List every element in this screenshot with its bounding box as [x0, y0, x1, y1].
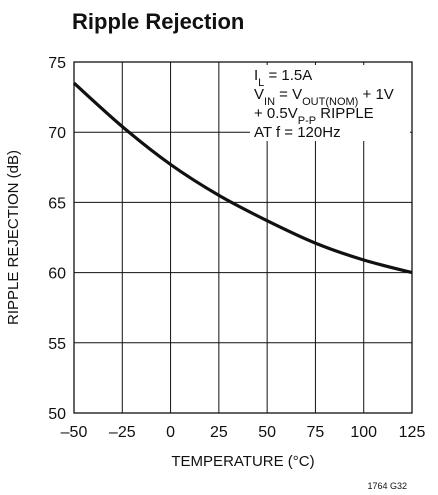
conditions-annotation: IL = 1.5A VIN = VOUT(NOM) + 1V + 0.5VP-P…	[250, 65, 410, 141]
y-tick-label: 55	[48, 336, 66, 353]
ripple-rejection-curve	[72, 81, 413, 275]
plot-frame	[73, 61, 413, 414]
tick-labels: –50 –25 0 25 50 75 100 125 50 55 60 65 70 75	[48, 55, 425, 441]
annotation-line-2: VIN = VOUT(NOM) + 1V	[254, 86, 394, 108]
x-tick-label: –50	[61, 424, 88, 441]
y-tick-label: 50	[48, 406, 66, 423]
x-tick-label: –25	[109, 424, 136, 441]
x-tick-label: 50	[258, 424, 276, 441]
series-layer	[72, 81, 413, 275]
annotation-line-4: AT f = 120Hz	[254, 124, 341, 141]
annotation-line-1: IL = 1.5A	[254, 67, 312, 89]
y-tick-label: 75	[48, 55, 66, 72]
y-axis-label: RIPPLE REJECTION (dB)	[5, 150, 22, 325]
x-tick-label: 75	[307, 424, 325, 441]
y-tick-label: 70	[48, 125, 66, 142]
x-tick-label: 25	[210, 424, 228, 441]
chart-title: Ripple Rejection	[72, 9, 244, 34]
annotation-line-3: + 0.5VP-P RIPPLE	[254, 105, 374, 127]
x-tick-label: 0	[166, 424, 175, 441]
annotation-background	[250, 65, 410, 141]
y-tick-label: 65	[48, 195, 66, 212]
x-tick-label: 100	[350, 424, 377, 441]
axes	[73, 61, 413, 414]
y-tick-label: 60	[48, 266, 66, 283]
x-tick-label: 125	[399, 424, 426, 441]
x-axis-label: TEMPERATURE (°C)	[171, 453, 314, 470]
figure-code: 1764 G32	[367, 481, 407, 491]
